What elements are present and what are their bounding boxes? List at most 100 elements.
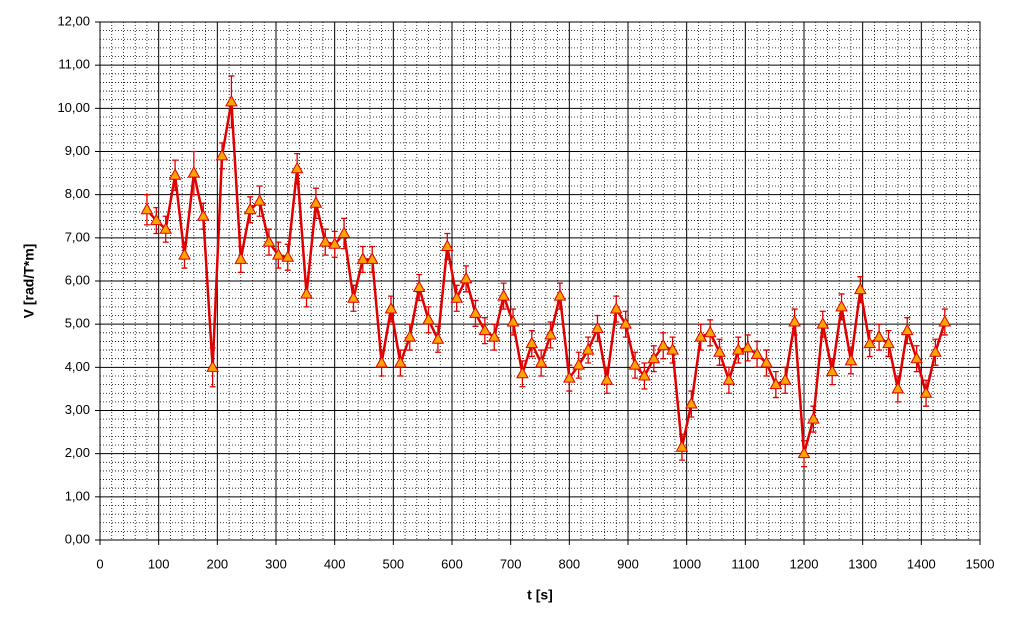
data-point xyxy=(788,314,801,327)
y-tick-label: 7,00 xyxy=(65,229,90,244)
data-point xyxy=(328,237,342,249)
data-point xyxy=(882,336,895,349)
data-point xyxy=(272,248,285,260)
data-point xyxy=(469,306,482,318)
y-tick-label: 6,00 xyxy=(65,272,90,287)
data-point xyxy=(853,282,867,295)
data-point xyxy=(243,202,257,215)
data-point xyxy=(938,314,952,327)
data-point xyxy=(685,396,698,409)
data-point xyxy=(778,373,792,385)
data-point xyxy=(919,386,933,398)
data-point xyxy=(187,166,201,178)
data-point xyxy=(450,291,464,303)
x-tick-label: 900 xyxy=(617,556,639,571)
data-point xyxy=(534,355,548,368)
y-tick-label: 4,00 xyxy=(65,359,90,374)
y-tick-label: 8,00 xyxy=(65,186,90,201)
data-point xyxy=(525,336,539,349)
data-point xyxy=(140,202,154,215)
data-point xyxy=(910,351,923,364)
data-point xyxy=(347,291,360,303)
x-tick-label: 800 xyxy=(558,556,580,571)
data-point xyxy=(562,371,576,383)
data-point xyxy=(844,353,858,366)
data-point xyxy=(412,280,426,292)
data-point xyxy=(281,250,295,262)
data-point xyxy=(891,381,905,394)
data-point xyxy=(337,226,351,239)
data-point xyxy=(309,196,323,208)
data-point xyxy=(816,317,830,329)
data-point xyxy=(807,412,820,424)
plot-border xyxy=(99,21,981,541)
data-point xyxy=(656,338,670,351)
y-tick-label: 9,00 xyxy=(65,143,90,158)
data-point xyxy=(215,148,229,161)
data-point xyxy=(356,252,370,264)
data-point xyxy=(713,345,726,357)
x-tick-label: 600 xyxy=(441,556,463,571)
data-point xyxy=(544,327,557,340)
x-tick-label: 1300 xyxy=(848,556,877,571)
data-point xyxy=(835,299,848,312)
data-point xyxy=(384,302,398,314)
data-point xyxy=(694,330,708,342)
data-point xyxy=(234,252,248,264)
data-point xyxy=(553,289,567,301)
data-point xyxy=(722,373,736,385)
data-point xyxy=(365,252,379,264)
x-tick-label: 1400 xyxy=(907,556,936,571)
data-point xyxy=(609,302,623,314)
data-point xyxy=(731,343,745,355)
data-point xyxy=(459,271,473,284)
x-tick-label: 500 xyxy=(382,556,404,571)
y-tick-label: 5,00 xyxy=(65,316,90,331)
data-point xyxy=(572,358,586,370)
data-point xyxy=(375,355,388,368)
y-tick-label: 2,00 xyxy=(65,445,90,460)
data-point xyxy=(262,235,276,247)
data-point xyxy=(666,343,679,355)
y-axis-title: V [rad/T*m] xyxy=(21,244,37,319)
data-point xyxy=(628,358,642,370)
y-tick-label: 0,00 xyxy=(65,531,90,546)
data-point xyxy=(300,286,313,299)
y-tick-label: 12,00 xyxy=(57,13,90,28)
data-point xyxy=(478,323,492,336)
data-point xyxy=(600,373,614,385)
x-tick-label: 1100 xyxy=(731,556,759,571)
data-point xyxy=(196,209,210,221)
x-tick-label: 300 xyxy=(265,556,287,571)
y-tick-label: 3,00 xyxy=(65,402,90,417)
x-tick-label: 700 xyxy=(500,556,522,571)
x-axis-title: t [s] xyxy=(527,587,553,603)
data-point xyxy=(290,161,304,174)
x-tick-label: 1200 xyxy=(790,556,819,571)
data-point xyxy=(581,343,595,355)
data-point xyxy=(769,377,783,390)
data-point xyxy=(516,366,529,379)
x-tick-label: 200 xyxy=(206,556,228,571)
data-point xyxy=(872,330,886,342)
x-tick-label: 400 xyxy=(324,556,346,571)
plot xyxy=(140,75,952,468)
data-point xyxy=(159,222,173,234)
data-point xyxy=(797,446,811,459)
data-point xyxy=(422,312,435,325)
data-point xyxy=(497,289,510,301)
data-point xyxy=(863,336,877,349)
data-point xyxy=(168,168,182,180)
data-point xyxy=(318,235,332,247)
data-point xyxy=(825,364,839,377)
data-point xyxy=(487,330,501,342)
data-point xyxy=(760,355,773,368)
x-tick-label: 1000 xyxy=(672,556,701,571)
data-point xyxy=(225,94,238,107)
data-point xyxy=(750,347,764,359)
data-point xyxy=(929,345,942,357)
data-point xyxy=(440,239,454,251)
data-point xyxy=(253,194,266,206)
